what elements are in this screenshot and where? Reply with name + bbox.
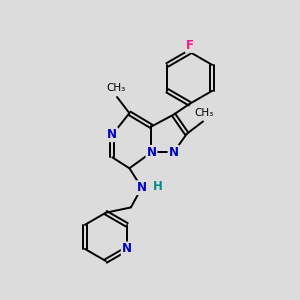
- Text: N: N: [107, 128, 117, 141]
- Text: N: N: [146, 146, 157, 159]
- Text: CH₃: CH₃: [106, 83, 125, 94]
- Text: F: F: [186, 39, 194, 52]
- Text: H: H: [153, 180, 163, 193]
- Text: CH₃: CH₃: [195, 109, 214, 118]
- Text: N: N: [169, 146, 178, 159]
- Text: N: N: [137, 181, 147, 194]
- Text: N: N: [122, 242, 132, 255]
